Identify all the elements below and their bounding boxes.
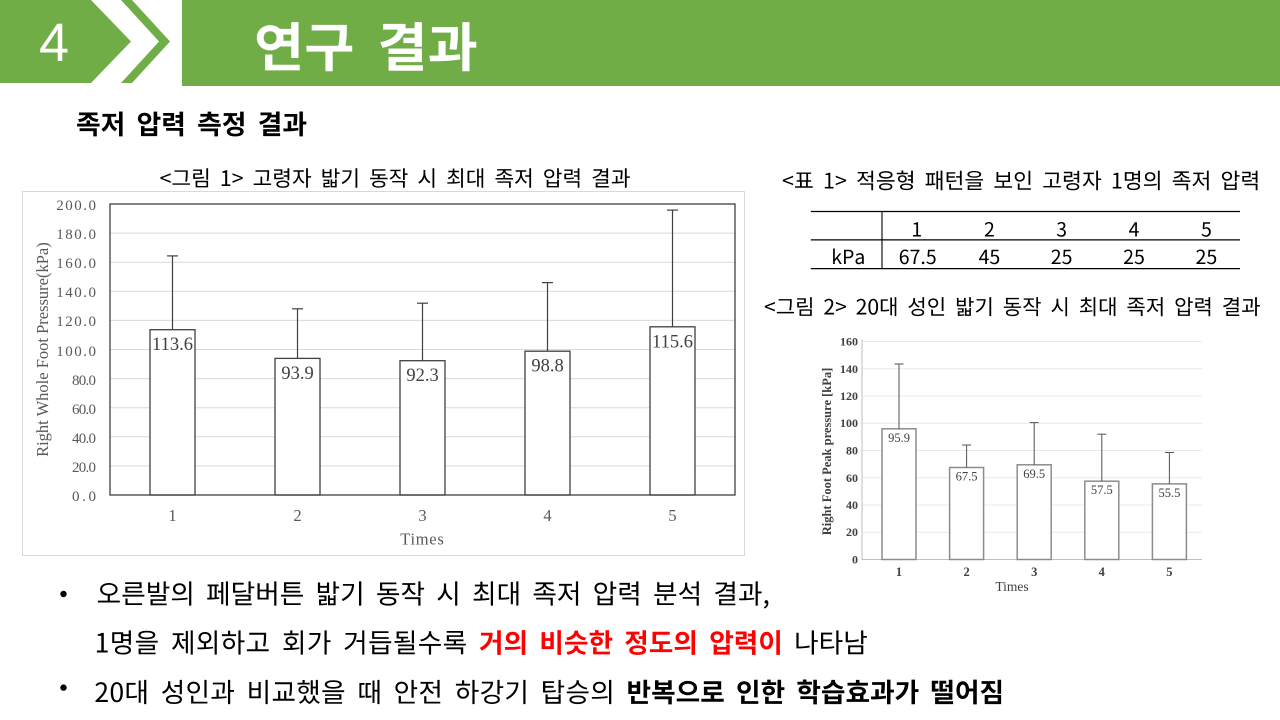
svg-text:Right Whole Foot Pressure(kPa): Right Whole Foot Pressure(kPa)	[33, 242, 52, 457]
svg-text:120: 120	[840, 389, 858, 403]
svg-text:20.0: 20.0	[72, 460, 96, 476]
svg-text:113.6: 113.6	[152, 335, 193, 355]
svg-text:60: 60	[846, 471, 858, 485]
svg-text:93.9: 93.9	[281, 364, 313, 384]
svg-text:20: 20	[846, 525, 858, 539]
svg-text:4: 4	[1099, 565, 1106, 579]
svg-text:67.5: 67.5	[956, 470, 978, 484]
svg-text:3: 3	[418, 506, 426, 525]
svg-text:2: 2	[963, 565, 969, 579]
svg-text:200.0: 200.0	[56, 198, 96, 214]
svg-text:1: 1	[168, 506, 176, 525]
svg-text:100.0: 100.0	[56, 344, 96, 360]
svg-text:Right Foot Peak pressure [kPa]: Right Foot Peak pressure [kPa]	[820, 368, 834, 536]
svg-text:1: 1	[896, 565, 902, 579]
svg-text:140: 140	[840, 362, 858, 376]
svg-text:180.0: 180.0	[56, 227, 96, 243]
svg-text:Times: Times	[995, 579, 1028, 594]
svg-text:0: 0	[852, 553, 858, 567]
svg-text:4: 4	[543, 506, 551, 525]
svg-text:2: 2	[293, 506, 301, 525]
svg-text:55.5: 55.5	[1158, 486, 1180, 500]
svg-text:0.0: 0.0	[72, 489, 96, 505]
svg-text:160.0: 160.0	[56, 256, 96, 272]
svg-text:140.0: 140.0	[56, 285, 96, 301]
svg-text:115.6: 115.6	[652, 332, 693, 352]
svg-text:69.5: 69.5	[1023, 467, 1045, 481]
svg-text:100: 100	[840, 416, 858, 430]
svg-text:3: 3	[1031, 565, 1037, 579]
svg-text:160: 160	[840, 335, 858, 349]
svg-text:40: 40	[846, 498, 858, 512]
svg-text:5: 5	[668, 506, 676, 525]
svg-text:4: 4	[39, 13, 69, 73]
svg-text:80: 80	[846, 444, 858, 458]
svg-text:120.0: 120.0	[56, 314, 96, 330]
svg-text:95.9: 95.9	[888, 431, 910, 445]
svg-text:80.0: 80.0	[72, 373, 96, 389]
svg-text:40.0: 40.0	[72, 431, 96, 447]
svg-text:5: 5	[1166, 565, 1172, 579]
svg-text:60.0: 60.0	[72, 402, 96, 418]
svg-text:98.8: 98.8	[531, 357, 563, 377]
svg-text:57.5: 57.5	[1091, 483, 1113, 497]
svg-text:Times: Times	[400, 530, 444, 549]
svg-text:92.3: 92.3	[406, 366, 438, 386]
